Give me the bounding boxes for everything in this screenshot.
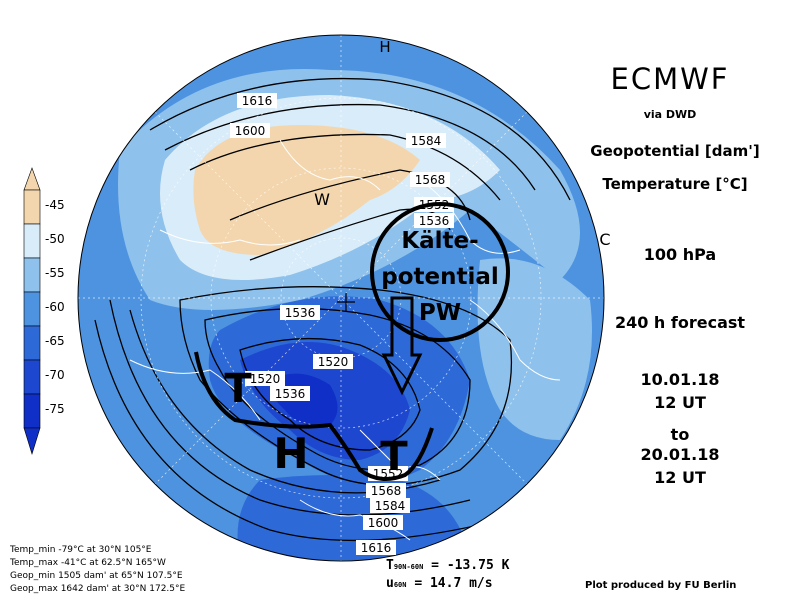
stat-temp-max: Temp_max -41°C at 62.5°N 165°W xyxy=(10,558,166,568)
temperature-field xyxy=(78,35,604,561)
init-time: 12 UT xyxy=(654,393,706,412)
forecast-range: 240 h forecast xyxy=(614,313,746,332)
temp-band-mid-south xyxy=(237,475,470,560)
legend-swatch xyxy=(23,223,41,259)
init-date: 10.01.18 xyxy=(640,370,720,389)
contour-label: 1536 xyxy=(419,214,450,228)
legend-cap-top xyxy=(23,167,41,191)
legend-label: -60 xyxy=(45,300,65,314)
trough-annotation xyxy=(194,351,434,481)
map-disc-outline xyxy=(77,34,605,562)
legend-label: -55 xyxy=(45,266,65,280)
cross-marker xyxy=(337,293,355,311)
legend-label: -45 xyxy=(45,198,65,212)
legend-swatch xyxy=(23,189,41,225)
cold-pool-label-line: potential xyxy=(381,264,499,290)
stat-geop-min: Geop_min 1505 dam' at 65°N 107.5°E xyxy=(10,571,183,581)
contour-label: 1616 xyxy=(361,541,392,555)
cold-pool-label-line: Kälte- xyxy=(401,228,478,254)
warm-center-marker: W xyxy=(314,190,330,209)
contour-label: 1584 xyxy=(411,134,442,148)
valid-date: 20.01.18 xyxy=(640,445,720,464)
legend-swatch xyxy=(23,257,41,293)
contour-label: 1600 xyxy=(235,124,266,138)
contour-labels: 1616 1600 1584 1568 1552 1536 1536 1520 … xyxy=(230,93,454,555)
edge-mark-top: H xyxy=(379,38,390,56)
data-source: via DWD xyxy=(643,108,697,121)
edge-mark-right: C xyxy=(599,230,610,249)
model-brand: ECMWF xyxy=(610,62,730,96)
zonal-wind-index: u60N = 14.7 m/s xyxy=(386,576,493,591)
legend-swatch xyxy=(23,325,41,361)
contour-label: 1536 xyxy=(275,387,306,401)
pressure-level: 100 hPa xyxy=(643,245,717,264)
legend-label: -50 xyxy=(45,232,65,246)
contour-label: 1536 xyxy=(285,306,316,320)
cold-pool-label: Kälte-potential PW xyxy=(381,228,499,326)
contour-label: 1616 xyxy=(242,94,273,108)
variable-temperature: Temperature [°C] xyxy=(602,175,748,193)
contour-label: 1520 xyxy=(318,355,349,369)
legend-swatch xyxy=(23,359,41,395)
stat-geop-max: Geop_max 1642 dam' at 30°N 172.5°E xyxy=(10,584,186,594)
legend-label: -70 xyxy=(45,368,65,382)
legend-label: -75 xyxy=(45,402,65,416)
legend-label: -65 xyxy=(45,334,65,348)
temperature-legend: -45 -50 -55 -60 -65 -70 -75 xyxy=(23,167,65,456)
contour-label: 1568 xyxy=(415,173,446,187)
legend-swatch xyxy=(23,291,41,327)
stat-temp-min: Temp_min -79°C at 30°N 105°E xyxy=(10,545,152,555)
coastlines xyxy=(129,139,561,541)
annotation-low-1: T xyxy=(224,366,252,412)
annotation-low-2: T xyxy=(380,434,408,480)
variable-geopotential: Geopotential [dam'] xyxy=(590,142,760,160)
contour-label: 1600 xyxy=(368,516,399,530)
polar-temperature-index: T90N-60N = -13.75 K xyxy=(386,558,510,573)
warm-pool xyxy=(193,125,420,255)
credit-footer: Plot produced by FU Berlin xyxy=(585,580,737,591)
contour-label: 1520 xyxy=(250,372,281,386)
contour-label: 1584 xyxy=(375,499,406,513)
cold-pool-label-line: PW xyxy=(419,300,461,326)
cold-pool-circle xyxy=(370,202,510,342)
legend-swatch xyxy=(23,393,41,429)
legend-cap-bottom xyxy=(23,427,41,456)
valid-time: 12 UT xyxy=(654,468,706,487)
down-arrow xyxy=(381,296,423,396)
temp-band-east xyxy=(477,258,592,440)
contour-label: 1568 xyxy=(371,484,402,498)
annotation-high: H xyxy=(273,429,308,478)
range-to: to xyxy=(670,425,690,444)
